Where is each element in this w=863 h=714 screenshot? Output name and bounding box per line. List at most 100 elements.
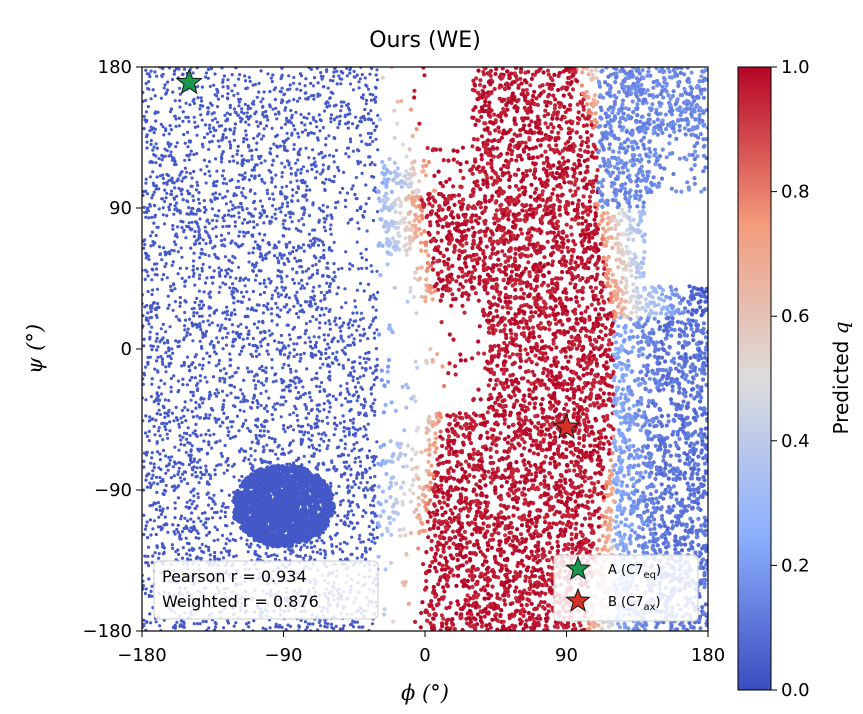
- scatter-point: [220, 157, 224, 161]
- scatter-point: [386, 379, 391, 384]
- scatter-point: [202, 397, 206, 401]
- scatter-point: [340, 305, 344, 309]
- scatter-point: [171, 546, 175, 551]
- scatter-point: [469, 215, 474, 220]
- scatter-point: [174, 162, 178, 167]
- scatter-point: [305, 416, 309, 420]
- scatter-point: [324, 101, 328, 106]
- scatter-point: [161, 67, 165, 71]
- scatter-point: [195, 466, 199, 470]
- scatter-point: [326, 622, 330, 626]
- scatter-point: [163, 425, 167, 429]
- scatter-point: [268, 448, 272, 453]
- scatter-point: [492, 112, 497, 117]
- scatter-point: [200, 247, 204, 251]
- scatter-point: [280, 192, 284, 196]
- scatter-point: [229, 532, 233, 536]
- scatter-point: [147, 429, 151, 433]
- scatter-point: [157, 466, 161, 470]
- scatter-point: [362, 509, 366, 513]
- scatter-point: [348, 504, 352, 508]
- scatter-point: [236, 149, 240, 153]
- scatter-point: [212, 83, 216, 87]
- scatter-point: [221, 556, 226, 560]
- scatter-point: [283, 219, 287, 223]
- scatter-point: [157, 207, 161, 211]
- scatter-point: [236, 324, 240, 328]
- scatter-point: [328, 285, 332, 289]
- scatter-point: [316, 138, 320, 142]
- scatter-point: [168, 325, 172, 329]
- scatter-point: [274, 625, 278, 629]
- scatter-point: [350, 535, 354, 539]
- scatter-point: [285, 245, 289, 249]
- scatter-point: [290, 113, 294, 117]
- scatter-point: [264, 256, 268, 260]
- scatter-point: [147, 80, 151, 84]
- scatter-point: [339, 334, 343, 338]
- scatter-point: [185, 432, 189, 436]
- scatter-point: [177, 552, 181, 557]
- scatter-point: [154, 142, 158, 146]
- scatter-point: [326, 364, 330, 368]
- scatter-point: [142, 513, 146, 517]
- scatter-point: [265, 377, 269, 381]
- scatter-point: [152, 262, 157, 266]
- scatter-point: [299, 229, 303, 233]
- scatter-point: [275, 286, 279, 290]
- scatter-point: [368, 92, 372, 96]
- scatter-point: [263, 181, 267, 185]
- scatter-point: [151, 301, 155, 305]
- scatter-point: [158, 458, 162, 462]
- scatter-point: [371, 460, 375, 464]
- scatter-point: [266, 307, 270, 311]
- scatter-point: [597, 506, 602, 511]
- scatter-point: [247, 123, 251, 127]
- scatter-point: [144, 561, 148, 565]
- scatter-point: [290, 199, 294, 203]
- scatter-point: [539, 339, 545, 344]
- scatter-point: [341, 414, 345, 418]
- scatter-point: [342, 472, 346, 476]
- scatter-point: [366, 131, 370, 135]
- scatter-point: [326, 167, 330, 171]
- scatter-point: [299, 167, 303, 171]
- scatter-point: [576, 454, 581, 459]
- scatter-point: [259, 403, 263, 408]
- scatter-point: [204, 71, 208, 75]
- scatter-point: [296, 199, 300, 203]
- scatter-point: [618, 280, 624, 285]
- scatter-point: [146, 209, 151, 213]
- scatter-point: [281, 366, 285, 370]
- scatter-point: [346, 485, 350, 490]
- scatter-point: [311, 289, 315, 293]
- scatter-point: [200, 511, 205, 515]
- scatter-point: [142, 488, 146, 492]
- scatter-point: [154, 119, 158, 123]
- scatter-point: [305, 184, 309, 188]
- scatter-point: [237, 429, 241, 433]
- scatter-point: [183, 280, 187, 284]
- scatter-point: [221, 376, 225, 380]
- scatter-point: [199, 168, 203, 172]
- scatter-point: [189, 448, 193, 452]
- scatter-point: [192, 152, 196, 157]
- scatter-point: [257, 352, 261, 356]
- scatter-point: [340, 324, 344, 328]
- scatter-point: [215, 510, 219, 514]
- scatter-point: [211, 499, 215, 503]
- scatter-point: [186, 408, 190, 412]
- scatter-point: [176, 496, 180, 500]
- scatter-point: [287, 354, 291, 358]
- scatter-point: [319, 290, 323, 294]
- scatter-point: [232, 159, 236, 163]
- scatter-point: [333, 136, 337, 140]
- scatter-point: [172, 374, 176, 378]
- scatter-point: [146, 289, 150, 294]
- scatter-point: [204, 469, 209, 474]
- scatter-point: [177, 460, 181, 465]
- scatter-point: [280, 381, 284, 385]
- scatter-point: [331, 154, 335, 158]
- scatter-point: [283, 346, 287, 350]
- scatter-point: [296, 390, 301, 395]
